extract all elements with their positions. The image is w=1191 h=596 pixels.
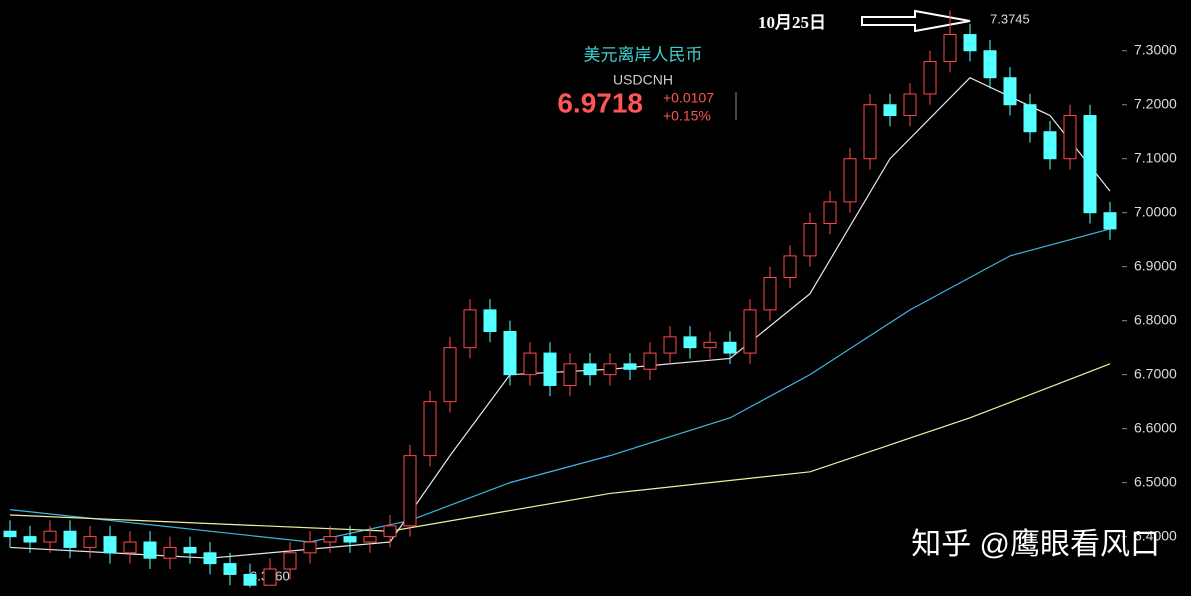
candle-body	[123, 541, 137, 554]
candle-body	[803, 223, 817, 257]
candle-body	[343, 536, 357, 543]
candle-body	[703, 341, 717, 349]
y-tick-label: 6.5000	[1134, 473, 1177, 489]
y-tick-label: 7.3000	[1134, 41, 1177, 57]
candle-body	[503, 330, 517, 376]
candle-body	[23, 536, 37, 543]
candle-body	[163, 546, 177, 559]
y-tick-label: 6.7000	[1134, 365, 1177, 381]
candle-body	[943, 34, 957, 63]
candle-body	[1063, 115, 1077, 160]
candle-body	[403, 455, 417, 527]
candle-body	[323, 536, 337, 543]
candle-body	[423, 401, 437, 457]
high-label: 7.3745	[990, 11, 1030, 26]
candle-body	[223, 563, 237, 575]
candle-body	[263, 568, 277, 586]
candle-body	[43, 530, 57, 543]
candle-body	[283, 552, 297, 570]
candle-body	[723, 341, 737, 354]
moving-average	[9, 363, 1111, 532]
price: 6.9718	[557, 87, 643, 118]
moving-average	[9, 228, 1111, 543]
change-pct: +0.15%	[663, 108, 711, 124]
chart-title: 美元离岸人民币	[584, 45, 703, 64]
y-tick-label: 7.2000	[1134, 95, 1177, 111]
y-tick-label: 7.0000	[1134, 203, 1177, 219]
candle-body	[83, 536, 97, 548]
symbol: USDCNH	[613, 72, 673, 88]
candle-body	[923, 61, 937, 95]
candle-body	[683, 336, 697, 349]
arrow	[861, 9, 971, 33]
candle-body	[483, 309, 497, 332]
candle-body	[843, 158, 857, 203]
candle-body	[143, 541, 157, 559]
date-label: 10月25日	[758, 13, 826, 32]
candle-body	[3, 530, 17, 538]
candle-body	[363, 536, 377, 543]
candle-body	[1003, 77, 1017, 106]
candle-body	[183, 546, 197, 554]
moving-average	[9, 77, 1111, 559]
candle-body	[243, 573, 257, 586]
candle-body	[63, 530, 77, 548]
candle-body	[663, 336, 677, 354]
candle-body	[903, 93, 917, 117]
candle-body	[863, 104, 877, 160]
candle-body	[583, 363, 597, 376]
candle-body	[623, 363, 637, 370]
candle-body	[383, 525, 397, 538]
candle-body	[643, 352, 657, 370]
candle-body	[303, 541, 317, 554]
candle-body	[543, 352, 557, 386]
candle-body	[443, 347, 457, 403]
candle-body	[523, 352, 537, 376]
candle-body	[963, 34, 977, 52]
y-tick-label: 7.1000	[1134, 149, 1177, 165]
y-tick-label: 6.9000	[1134, 257, 1177, 273]
candle-body	[983, 50, 997, 79]
candle-body	[763, 276, 777, 311]
y-tick-label: 6.8000	[1134, 311, 1177, 327]
candle-body	[1023, 104, 1037, 133]
y-tick-label: 6.4000	[1134, 527, 1177, 543]
candle-body	[103, 536, 117, 554]
candle-body	[203, 552, 217, 565]
candle-body	[1083, 115, 1097, 214]
candle-body	[823, 201, 837, 224]
watermark: 知乎 @鹰眼看风口	[911, 528, 1160, 561]
candle-body	[603, 363, 617, 376]
candle-body	[1043, 131, 1057, 160]
candle-body	[783, 255, 797, 278]
candle-body	[883, 104, 897, 117]
candle-body	[1103, 212, 1117, 230]
candle-body	[463, 309, 477, 349]
candle-body	[743, 309, 757, 354]
y-tick-label: 6.6000	[1134, 419, 1177, 435]
candle-body	[563, 363, 577, 386]
change: +0.0107	[663, 90, 714, 106]
